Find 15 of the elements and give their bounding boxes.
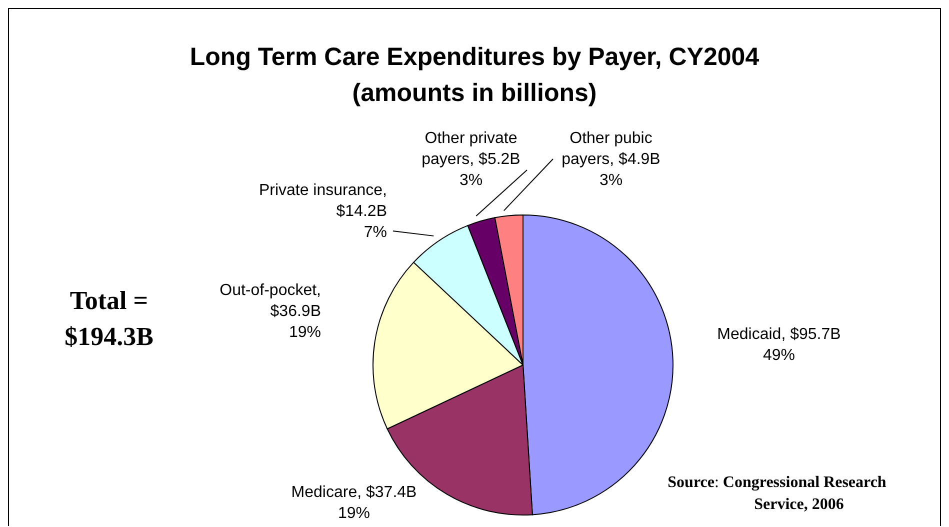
- data-label: 49%: [762, 347, 796, 364]
- slice-label: Private insurance, $14.2B: [258, 182, 387, 220]
- data-label: 19%: [288, 324, 321, 341]
- slice-label: Medicaid, $95.7B: [717, 326, 841, 343]
- data-label: 7%: [364, 224, 387, 241]
- slice-label: Medicare, $37.4B: [291, 484, 417, 501]
- data-label: 3%: [459, 172, 483, 189]
- chart-title: Long Term Care Expenditures by Payer, CY2004 (amounts in billions): [190, 43, 760, 107]
- slice-label: Other pubic payers, $4.9B: [562, 130, 660, 168]
- data-label: 3%: [599, 172, 623, 189]
- slice-label: Out-of-pocket, $36.9B: [220, 282, 321, 320]
- source-note: Source: Congressional Research Service, 2006: [668, 474, 886, 513]
- data-label: 19%: [338, 505, 370, 522]
- slice-label: Other private payers, $5.2B: [422, 130, 520, 168]
- text: Total = $194.3B: [64, 286, 154, 351]
